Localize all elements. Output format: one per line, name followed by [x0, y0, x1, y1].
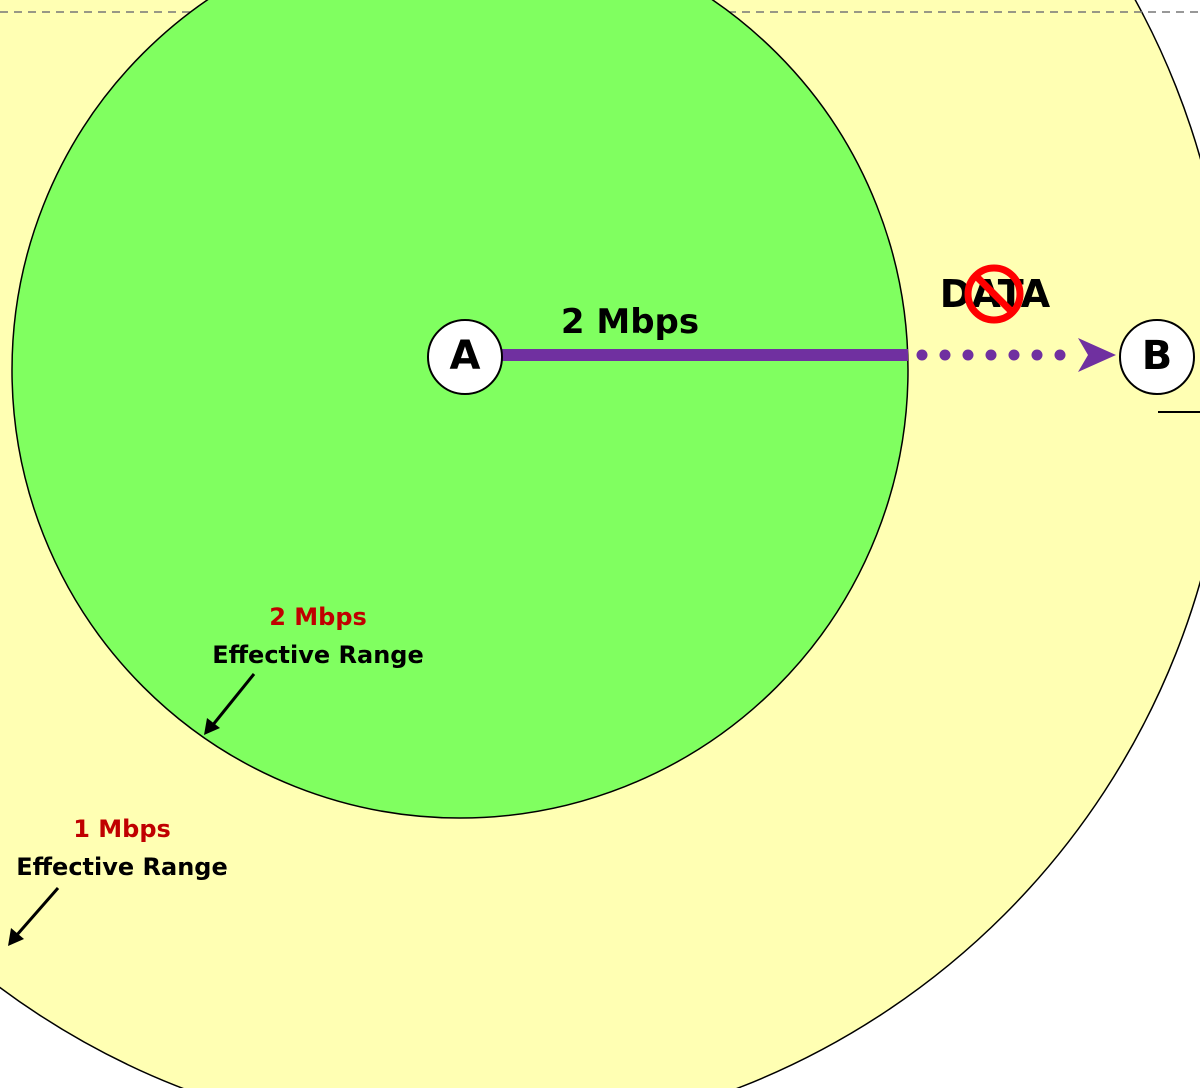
link-dot: [962, 349, 974, 361]
outer-range-pointer-arrow: [14, 887, 60, 937]
node-a-label: A: [449, 333, 481, 379]
link-arrowhead: [1078, 338, 1116, 372]
outer-range-caption: Effective Range: [16, 853, 228, 881]
link-dot: [939, 349, 951, 361]
node-b-circle: [1119, 319, 1195, 395]
inner-range-pointer-arrow: [210, 673, 256, 727]
link-dot: [916, 349, 928, 361]
outer-range-arrowhead: [8, 928, 24, 946]
link-dot: [1031, 349, 1043, 361]
inner-range-caption: Effective Range: [212, 641, 424, 669]
outer-range-rate-label: 1 Mbps: [73, 815, 171, 843]
link-rate-label: 2 Mbps: [560, 302, 700, 342]
node-a-circle: [427, 319, 503, 395]
link-dot: [1054, 349, 1066, 361]
link-dot: [985, 349, 997, 361]
link-dot: [1008, 349, 1020, 361]
inner-range-rate-label: 2 Mbps: [269, 603, 367, 631]
inner-range-circle: [11, 0, 909, 819]
inner-range-arrowhead: [204, 718, 220, 735]
link-dotted-line: [916, 349, 1066, 361]
no-sign-icon: [964, 264, 1024, 324]
node-b-label: B: [1141, 333, 1173, 379]
